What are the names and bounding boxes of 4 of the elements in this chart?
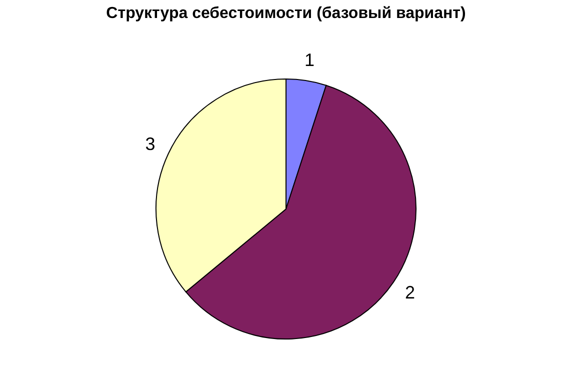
slice-label: 3	[145, 134, 156, 154]
slice-label: 1	[304, 50, 314, 70]
slice-label: 2	[405, 282, 416, 302]
chart-title: Структура себестоимости (базовый вариант)	[106, 5, 466, 22]
